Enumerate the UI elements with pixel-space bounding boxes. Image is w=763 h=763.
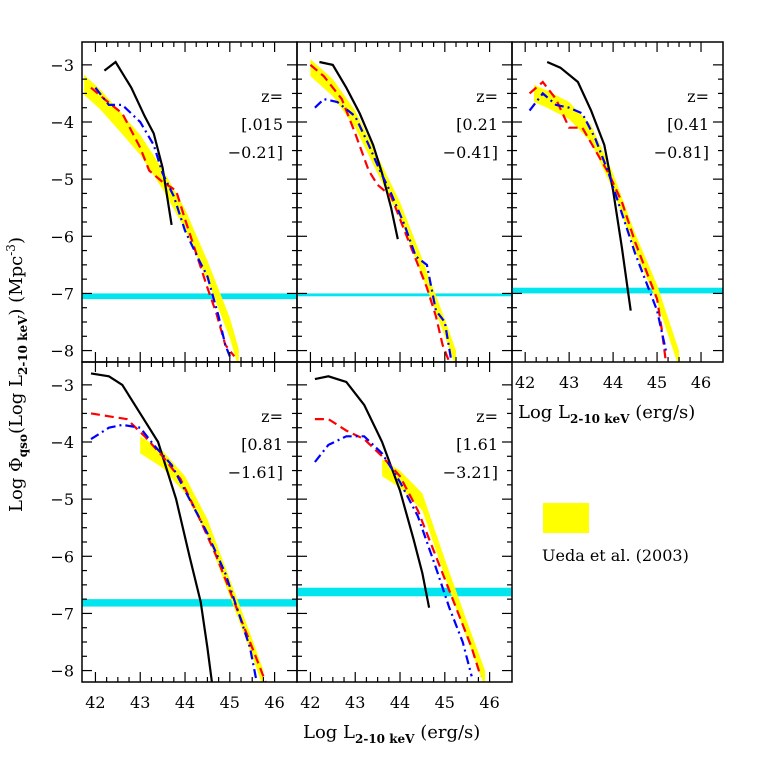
y-tick-label: −6 (50, 547, 74, 566)
z-range-start: [0.21 (456, 115, 498, 134)
z-range-start: [0.81 (241, 435, 283, 454)
panel-content (82, 60, 297, 362)
x-tick-label: 43 (559, 373, 579, 392)
legend-ueda-swatch (543, 503, 589, 533)
red-model-curve (314, 418, 482, 677)
y-tick-label: −8 (50, 662, 74, 681)
blue-model-curve (314, 97, 453, 362)
x-tick-label: 46 (691, 373, 711, 392)
panel-frame (296, 361, 513, 683)
ueda-band (310, 59, 456, 362)
panel-content (512, 60, 723, 362)
ueda-band (382, 459, 486, 682)
black-model-curve (103, 60, 173, 226)
black-model-curve (546, 60, 632, 311)
z-label: z= (261, 87, 283, 106)
panel-2: z= [0.21 −0.41] (296, 41, 513, 363)
z-range-end: −0.81] (654, 143, 709, 162)
panels-layer: −3 −4 −5 −6 −7 −8 z= [.015 −0.21] z= [0.21 −0.41] 42… (50, 41, 724, 712)
panel-ticks (82, 362, 297, 682)
z-label: z= (687, 87, 709, 106)
black-model-curve (319, 60, 399, 240)
z-range-end: −1.61] (228, 463, 283, 482)
panel-ticks (82, 42, 297, 362)
y-tick-label: −6 (50, 227, 74, 246)
x-tick-label: 44 (175, 693, 195, 712)
z-label: z= (476, 407, 498, 426)
z-range-start: [0.41 (667, 115, 709, 134)
blue-model-curve (94, 87, 231, 357)
x-tick-label: 42 (300, 693, 320, 712)
red-model-curve (528, 80, 667, 362)
x-tick-label: 46 (479, 693, 499, 712)
cyan-band (512, 287, 723, 294)
y-tick-label: −5 (50, 490, 74, 509)
blue-model-curve (90, 423, 258, 682)
x-tick-label: 45 (647, 373, 667, 392)
x-tick-label: 42 (85, 693, 105, 712)
panel-3: 42 43 44 45 46 z= [0.41 −0.81] (511, 41, 724, 392)
panel-1: −3 −4 −5 −6 −7 −8 z= [.015 −0.21] (50, 41, 298, 363)
y-axis-title: Log Φqso(Log L2-10 keV) (Mpc-3) (4, 237, 30, 512)
x-tick-label: 43 (130, 693, 150, 712)
z-range-start: [.015 (241, 115, 283, 134)
x-tick-label: 42 (515, 373, 535, 392)
blue-model-curve (528, 91, 667, 351)
y-tick-label: −8 (50, 342, 74, 361)
panel-5: 42 43 44 45 46 z= [1.61 −3.21] (296, 361, 513, 712)
x-tick-label: 43 (345, 693, 365, 712)
panel-4: 42 43 44 45 46 −3 −4 −5 −6 −7 −8 z= [0.81 −1.61] (50, 361, 298, 712)
x-tick-label: 45 (435, 693, 455, 712)
y-tick-label: −4 (50, 433, 74, 452)
z-label: z= (476, 87, 498, 106)
z-range-end: −0.41] (443, 143, 498, 162)
blue-model-curve (314, 435, 473, 677)
x-tick-label: 44 (390, 693, 410, 712)
z-range-start: [1.61 (456, 435, 498, 454)
cyan-band (297, 587, 512, 597)
x-tick-label: 46 (264, 693, 284, 712)
z-range-end: −0.21] (228, 143, 283, 162)
panel-ticks (512, 42, 723, 362)
panel-ticks (297, 42, 512, 362)
red-model-curve (90, 86, 236, 357)
panel-content (297, 375, 512, 682)
cyan-band (82, 599, 297, 607)
x-tick-label: 45 (220, 693, 240, 712)
x-axis-title-right: Log L2-10 keV (erg/s) (518, 402, 695, 426)
z-range-end: −3.21] (443, 463, 498, 482)
y-tick-label: −4 (50, 113, 74, 132)
y-tick-label: −7 (50, 284, 74, 303)
y-tick-label: −3 (50, 56, 74, 75)
panel-content (297, 59, 512, 362)
y-tick-label: −5 (50, 170, 74, 189)
ueda-band (84, 74, 239, 362)
cyan-band (82, 293, 297, 300)
y-tick-label: −7 (50, 604, 74, 623)
black-model-curve (90, 372, 213, 682)
panel-content (82, 372, 297, 682)
cyan-band (297, 293, 512, 297)
panel-ticks (297, 362, 512, 682)
x-tick-label: 44 (603, 373, 623, 392)
z-label: z= (261, 407, 283, 426)
red-model-curve (309, 64, 451, 362)
black-model-curve (314, 375, 431, 608)
x-axis-title-bottom: Log L2-10 keV (erg/s) (303, 722, 480, 746)
legend-ueda-label: Ueda et al. (2003) (542, 546, 689, 565)
panel-frame (511, 41, 724, 363)
red-model-curve (90, 412, 267, 682)
y-tick-label: −3 (50, 376, 74, 395)
ueda-band (140, 436, 264, 682)
ueda-band (534, 84, 679, 362)
